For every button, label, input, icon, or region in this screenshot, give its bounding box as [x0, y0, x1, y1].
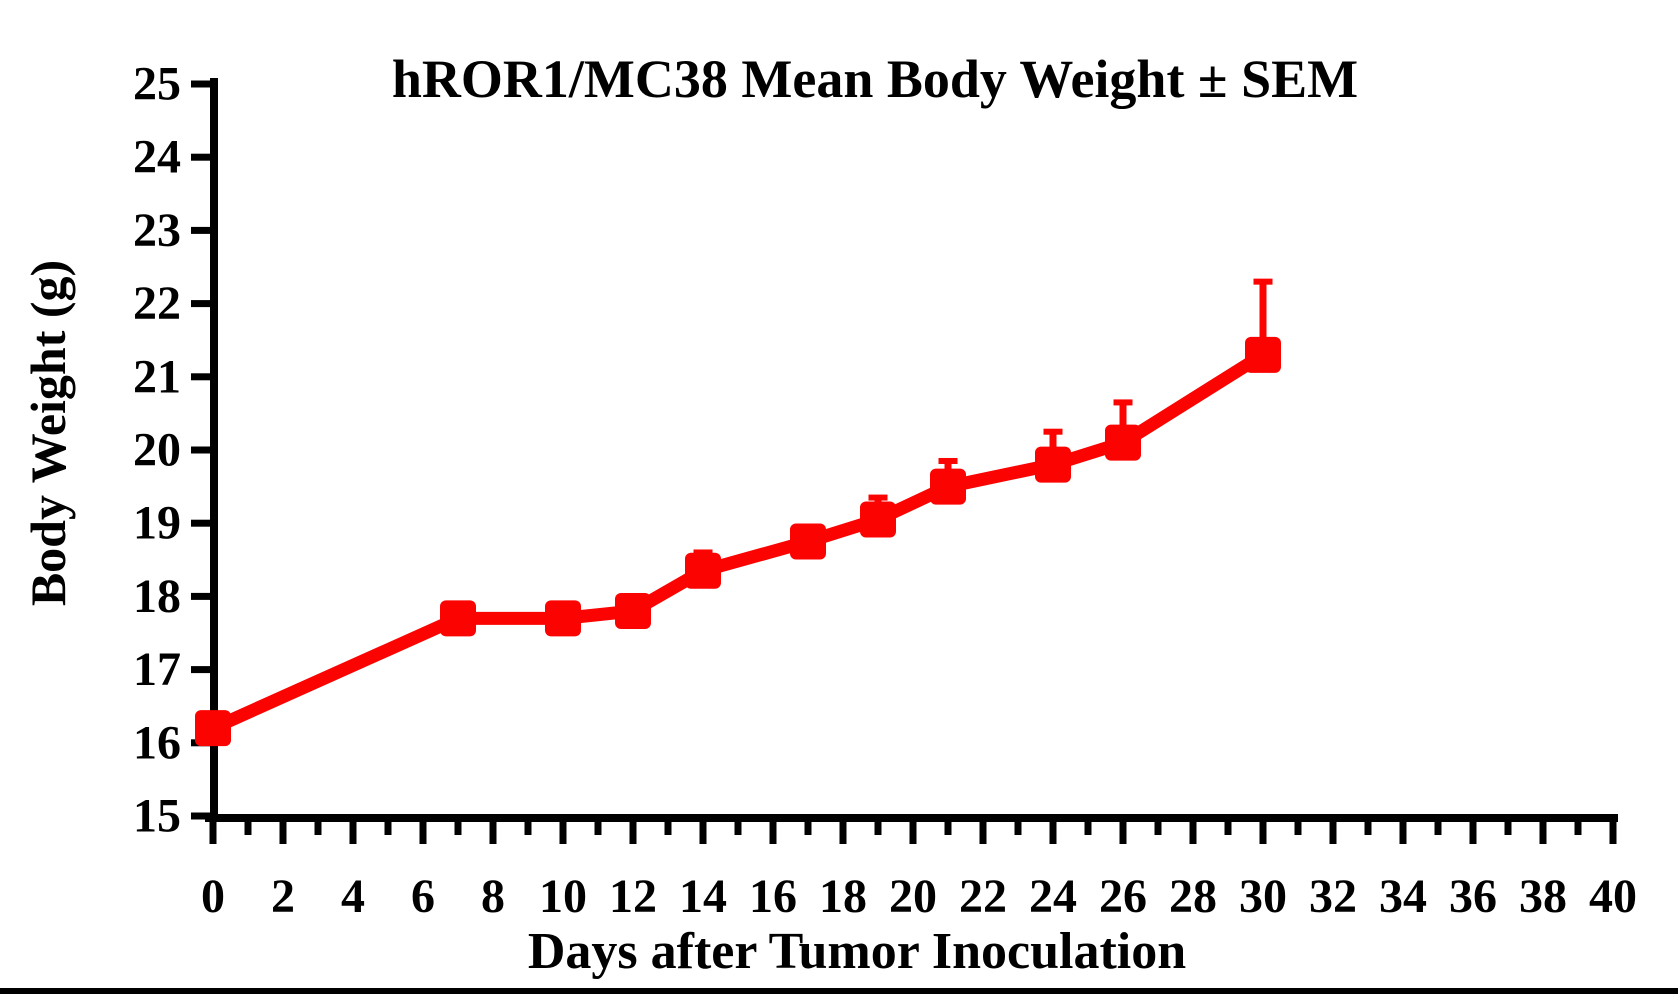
data-point-day-0: [195, 710, 231, 747]
svg-text:2: 2: [271, 870, 295, 923]
svg-text:6: 6: [411, 870, 435, 923]
data-points: [195, 336, 1281, 747]
x-axis-ticks: 0 2 4 6 8 10 12 14 16 18 20 22 24 26 28 30 32 34 36 38 40: [201, 822, 1637, 923]
data-point-day-14: [685, 552, 721, 589]
data-point-day-7: [440, 600, 476, 637]
svg-text:22: 22: [133, 277, 181, 330]
svg-text:19: 19: [133, 497, 181, 550]
data-point-day-12: [615, 593, 651, 630]
y-axis-label: Body Weight (g): [20, 259, 76, 607]
svg-text:16: 16: [133, 716, 181, 769]
data-point-day-30: [1245, 336, 1281, 373]
svg-text:24: 24: [133, 131, 181, 184]
error-bars: [693, 278, 1273, 571]
svg-text:16: 16: [749, 870, 797, 923]
svg-text:21: 21: [133, 350, 181, 403]
data-point-day-19: [860, 501, 896, 538]
svg-text:38: 38: [1519, 870, 1567, 923]
svg-text:8: 8: [481, 870, 505, 923]
svg-text:12: 12: [609, 870, 657, 923]
svg-text:20: 20: [133, 424, 181, 477]
svg-text:24: 24: [1029, 870, 1077, 923]
data-point-day-21: [930, 468, 966, 505]
y-axis-ticks: 15 16 17 18 19 20 21 22 23 24 25: [133, 58, 210, 843]
svg-text:17: 17: [133, 643, 181, 696]
svg-text:18: 18: [133, 570, 181, 623]
chart-title: hROR1/MC38 Mean Body Weight ± SEM: [391, 49, 1359, 109]
svg-text:22: 22: [959, 870, 1007, 923]
bottom-divider: [0, 988, 1678, 994]
svg-text:20: 20: [889, 870, 937, 923]
svg-text:0: 0: [201, 870, 225, 923]
x-axis-label: Days after Tumor Inoculation: [527, 923, 1187, 980]
svg-text:26: 26: [1099, 870, 1147, 923]
svg-text:36: 36: [1449, 870, 1497, 923]
axes: [205, 78, 1618, 822]
svg-text:10: 10: [539, 870, 587, 923]
data-point-day-24: [1035, 446, 1071, 483]
data-point-day-17: [790, 523, 826, 560]
svg-text:23: 23: [133, 204, 181, 257]
svg-text:18: 18: [819, 870, 867, 923]
svg-text:40: 40: [1589, 870, 1637, 923]
svg-text:32: 32: [1309, 870, 1357, 923]
svg-text:15: 15: [133, 790, 181, 843]
svg-text:14: 14: [679, 870, 727, 923]
svg-text:30: 30: [1239, 870, 1287, 923]
svg-text:25: 25: [133, 58, 181, 111]
svg-text:4: 4: [341, 870, 365, 923]
svg-text:28: 28: [1169, 870, 1217, 923]
series-line: [210, 349, 1267, 735]
data-point-day-26: [1105, 424, 1141, 461]
svg-text:34: 34: [1379, 870, 1427, 923]
data-point-day-10: [545, 600, 581, 637]
